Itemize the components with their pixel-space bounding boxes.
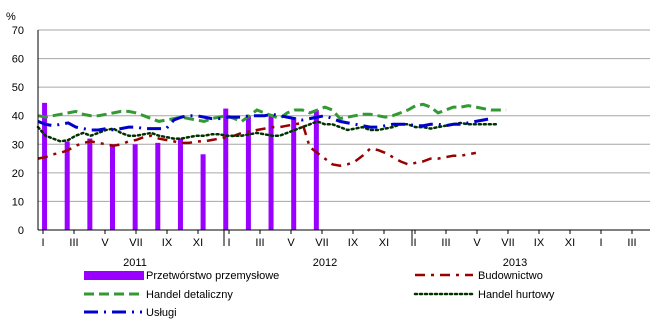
- bar: [200, 154, 206, 230]
- legend-swatch: [84, 271, 144, 280]
- x-tick-label: III: [255, 237, 264, 249]
- line-series-layer: [36, 102, 507, 167]
- x-tick-label: I: [599, 237, 602, 249]
- x-tick-label: IX: [348, 237, 359, 249]
- bar: [313, 110, 319, 230]
- y-tick-label: 20: [12, 168, 24, 180]
- bar: [64, 141, 70, 230]
- x-tick-label: III: [627, 237, 636, 249]
- x-tick-label: I: [413, 237, 416, 249]
- bar: [245, 115, 251, 230]
- y-axis-unit-label: %: [6, 11, 16, 23]
- legend-label: Handel detaliczny: [146, 289, 233, 301]
- legend-label: Budownictwo: [478, 270, 543, 282]
- bar: [155, 142, 161, 230]
- x-tick-label: III: [441, 237, 450, 249]
- y-tick-label: 70: [12, 25, 24, 37]
- legend: Przetwórstwo przemysłowe Budownictwo Hande…: [84, 270, 555, 319]
- legend-label: Przetwórstwo przemysłowe: [146, 270, 279, 282]
- legend-label: Handel hurtowy: [478, 289, 555, 301]
- year-label: 2011: [123, 257, 147, 269]
- bar-series-layer: [42, 102, 319, 230]
- bar: [87, 138, 93, 230]
- y-tick-label: 10: [12, 196, 24, 208]
- series-line: [37, 112, 492, 132]
- legend-label: Usługi: [146, 307, 177, 319]
- x-tick-label: V: [101, 237, 109, 249]
- x-tick-label: I: [227, 237, 230, 249]
- year-label: 2012: [313, 257, 337, 269]
- series-line: [37, 121, 477, 167]
- x-tick-label: XI: [565, 237, 575, 249]
- x-tick-label: IX: [534, 237, 545, 249]
- series-line: [37, 102, 507, 124]
- bar: [42, 102, 48, 230]
- bar: [223, 108, 229, 230]
- y-tick-label: 0: [18, 225, 24, 237]
- bar: [110, 144, 115, 230]
- x-tick-label: XI: [193, 237, 203, 249]
- x-tick-label: V: [473, 237, 481, 249]
- bar: [177, 138, 183, 230]
- x-tick-label: III: [69, 237, 78, 249]
- x-tick-label: IX: [162, 237, 173, 249]
- x-tick-label: I: [41, 237, 44, 249]
- x-tick-label: VII: [501, 237, 514, 249]
- y-tick-label: 50: [12, 82, 24, 94]
- bar: [132, 144, 138, 230]
- y-tick-label: 30: [12, 139, 24, 151]
- x-tick-label: VII: [129, 237, 142, 249]
- x-tick-label: XI: [379, 237, 389, 249]
- y-tick-label: 40: [12, 111, 24, 123]
- grid-layer: [38, 29, 650, 202]
- year-label: 2013: [503, 257, 527, 269]
- x-tick-label: V: [287, 237, 295, 249]
- bar: [268, 114, 274, 230]
- x-tick-label: VII: [315, 237, 328, 249]
- y-tick-label: 60: [12, 54, 24, 66]
- bar: [291, 117, 297, 230]
